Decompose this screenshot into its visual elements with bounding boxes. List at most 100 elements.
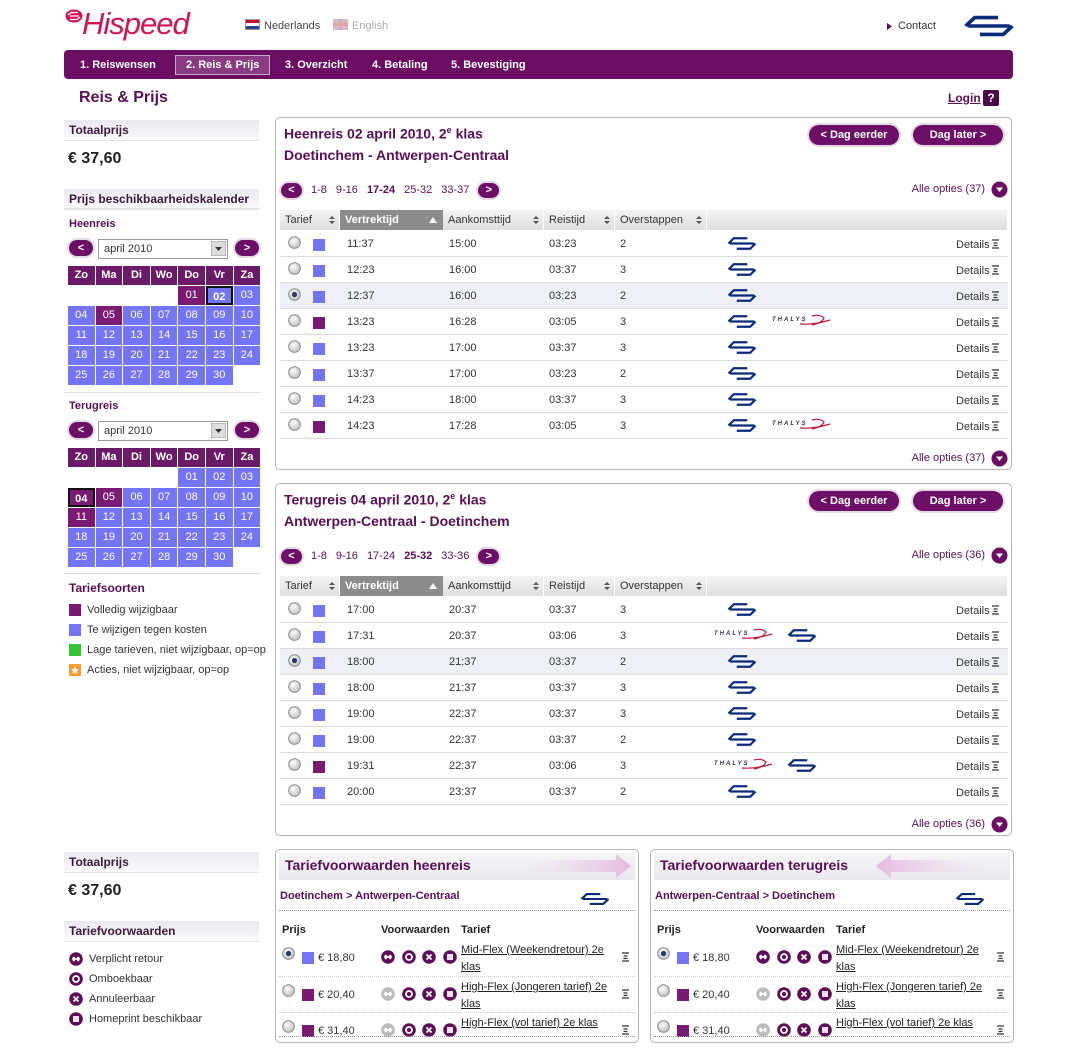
all-options-link[interactable]: Alle opties (37): [911, 452, 985, 464]
page-link[interactable]: 1-8: [311, 550, 327, 562]
column-header[interactable]: Reistijd: [544, 210, 615, 230]
calendar-day[interactable]: 14: [150, 326, 178, 345]
calendar-day[interactable]: 02: [206, 468, 233, 487]
details-link[interactable]: Details: [956, 343, 990, 355]
page-link[interactable]: 1-8: [311, 184, 327, 196]
column-header[interactable]: Tarief: [280, 210, 340, 230]
column-header[interactable]: Overstappen: [615, 576, 707, 596]
calendar-day[interactable]: 07: [150, 488, 178, 507]
options-toggle-wrap[interactable]: [991, 181, 1008, 198]
page-link[interactable]: 33-37: [441, 184, 470, 196]
pager-prev[interactable]: <: [281, 182, 302, 198]
options-toggle-wrap[interactable]: [991, 816, 1008, 833]
earlier-button[interactable]: < Dag eerder: [809, 491, 899, 511]
journey-row[interactable]: [280, 283, 1008, 309]
step[interactable]: 5. Bevestiging: [451, 59, 526, 71]
price-radio-wrap[interactable]: [657, 1020, 670, 1033]
calendar-day[interactable]: 15: [178, 326, 205, 345]
step[interactable]: 4. Betaling: [372, 59, 428, 71]
calendar-day[interactable]: 07: [150, 306, 178, 325]
row-radio-wrap[interactable]: [288, 628, 301, 641]
tariff-name[interactable]: Mid-Flex (Weekendretour) 2e klas: [836, 944, 979, 973]
calendar-day[interactable]: 08: [178, 306, 205, 325]
price-radio[interactable]: [282, 1020, 295, 1033]
calendar-day[interactable]: 10: [233, 488, 261, 507]
price-radio[interactable]: [657, 984, 670, 997]
calendar-day[interactable]: 27: [123, 366, 150, 385]
calendar-day[interactable]: 17: [233, 508, 261, 527]
row-radio-wrap[interactable]: [288, 314, 301, 327]
page-link[interactable]: 9-16: [335, 550, 358, 562]
month-prev[interactable]: <: [69, 240, 93, 256]
row-radio-wrap[interactable]: [288, 654, 301, 667]
calendar-day[interactable]: 24: [233, 346, 261, 365]
calendar-day[interactable]: 13: [123, 326, 150, 345]
column-header[interactable]: Overstappen: [615, 210, 707, 230]
login-link[interactable]: Login: [948, 91, 981, 105]
journey-row[interactable]: [280, 387, 1008, 413]
calendar-day[interactable]: 24: [233, 528, 261, 547]
calendar-day[interactable]: 06: [123, 488, 150, 507]
month-next[interactable]: >: [235, 422, 259, 438]
row-radio[interactable]: [288, 680, 301, 693]
calendar-day[interactable]: 12: [95, 508, 123, 527]
options-toggle[interactable]: [991, 816, 1008, 833]
tariff-name[interactable]: High-Flex (Jongeren tarief) 2e klas: [836, 981, 983, 1010]
calendar-day[interactable]: 08: [178, 488, 205, 507]
column-header[interactable]: Reistijd: [544, 576, 615, 596]
all-options-link[interactable]: Alle opties (36): [911, 549, 985, 561]
calendar-day[interactable]: 26: [95, 548, 123, 567]
details-link[interactable]: Details: [956, 421, 990, 433]
column-header[interactable]: Vertrektijd: [340, 576, 443, 596]
help-button[interactable]: ?: [983, 90, 999, 106]
row-radio-wrap[interactable]: [288, 366, 301, 379]
journey-row[interactable]: [280, 779, 1008, 805]
pager-next[interactable]: >: [478, 548, 500, 564]
month-next[interactable]: >: [235, 240, 259, 256]
calendar-day[interactable]: 30: [206, 548, 233, 567]
row-radio[interactable]: [288, 758, 301, 771]
column-header[interactable]: Aankomsttijd: [443, 576, 544, 596]
details-link[interactable]: Details: [956, 657, 990, 669]
calendar-day[interactable]: 21: [150, 528, 178, 547]
journey-row[interactable]: [280, 413, 1008, 439]
page-link[interactable]: 33-36: [441, 550, 470, 562]
calendar-day[interactable]: 20: [123, 528, 150, 547]
calendar-day[interactable]: 19: [95, 346, 123, 365]
journey-row[interactable]: [280, 361, 1008, 387]
calendar-day[interactable]: 09: [206, 488, 233, 507]
row-radio[interactable]: [288, 706, 301, 719]
calendar-day[interactable]: 05: [95, 488, 123, 507]
row-radio[interactable]: [288, 784, 301, 797]
details-link[interactable]: Details: [956, 317, 990, 329]
calendar-day[interactable]: 11: [68, 508, 95, 527]
journey-row[interactable]: [280, 597, 1008, 623]
calendar-day[interactable]: 26: [95, 366, 123, 385]
calendar-day[interactable]: 29: [178, 548, 205, 567]
details-link[interactable]: Details: [956, 369, 990, 381]
tariff-name[interactable]: Mid-Flex (Weekendretour) 2e klas: [461, 944, 604, 973]
calendar-day[interactable]: 28: [150, 548, 178, 567]
row-radio-wrap[interactable]: [288, 758, 301, 771]
journey-row[interactable]: [280, 231, 1008, 257]
journey-row[interactable]: [280, 753, 1008, 779]
price-radio-wrap[interactable]: [657, 984, 670, 997]
language-link[interactable]: English: [352, 20, 389, 32]
calendar-day[interactable]: 11: [68, 326, 95, 345]
row-radio-wrap[interactable]: [288, 236, 301, 249]
calendar-day[interactable]: 29: [178, 366, 205, 385]
price-radio[interactable]: [657, 947, 670, 960]
calendar-day[interactable]: 03: [233, 468, 261, 487]
calendar-day[interactable]: 17: [233, 326, 261, 345]
calendar-day[interactable]: 12: [95, 326, 123, 345]
row-radio[interactable]: [288, 602, 301, 615]
page-link[interactable]: 17-24: [366, 184, 396, 196]
price-radio[interactable]: [282, 947, 295, 960]
column-header[interactable]: Tarief: [280, 576, 340, 596]
all-options-link[interactable]: Alle opties (36): [911, 818, 985, 830]
calendar-day[interactable]: 13: [123, 508, 150, 527]
calendar-day[interactable]: 22: [178, 528, 205, 547]
details-link[interactable]: Details: [956, 683, 990, 695]
calendar-day[interactable]: 27: [123, 548, 150, 567]
calendar-day[interactable]: 04: [68, 306, 95, 325]
